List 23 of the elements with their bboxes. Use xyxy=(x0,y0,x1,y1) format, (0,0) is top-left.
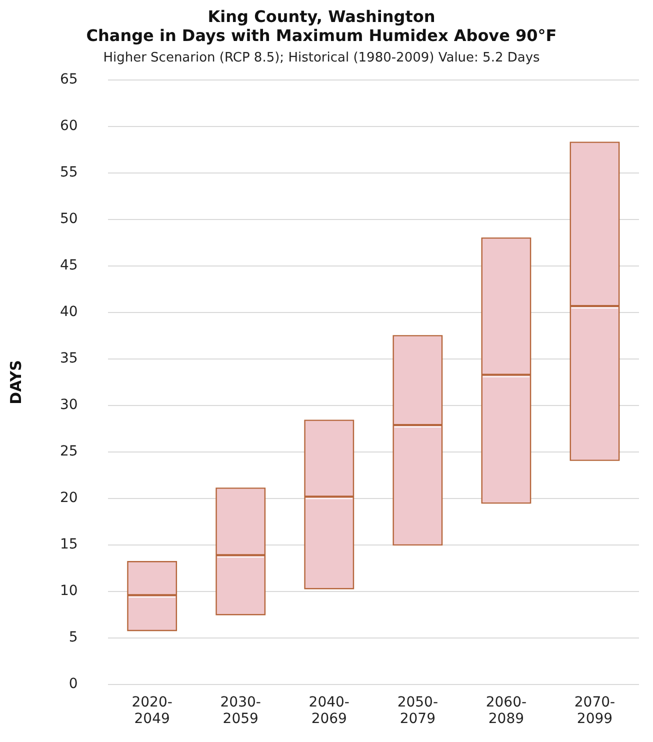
x-tick-label: 2040-2069 xyxy=(308,694,350,728)
chart-subtitle: Higher Scenarion (RCP 8.5); Historical (1980-2009) Value: 5.2 Days xyxy=(103,50,540,66)
y-tick-label: 40 xyxy=(60,304,78,320)
y-tick-label: 20 xyxy=(60,490,78,506)
chart-title: King County, Washington Change in Days with Maximum Humidex Above 90°F xyxy=(86,6,557,45)
y-tick-label: 10 xyxy=(60,583,78,600)
y-tick-label: 65 xyxy=(60,72,78,88)
x-tick-label: 2020-2049 xyxy=(132,694,172,728)
y-tick-label: 25 xyxy=(60,444,78,460)
x-tick-label: 2050-2079 xyxy=(397,694,438,728)
y-axis-title: DAYS xyxy=(6,360,25,404)
y-tick-label: 0 xyxy=(68,676,78,692)
x-tick-label: 2030-2059 xyxy=(220,694,261,728)
y-tick-label: 60 xyxy=(60,118,78,134)
y-tick-label: 50 xyxy=(60,211,78,228)
y-tick-label: 15 xyxy=(60,536,78,553)
y-tick-label: 5 xyxy=(68,630,78,646)
y-tick-label: 45 xyxy=(60,258,78,274)
y-tick-label: 55 xyxy=(60,164,78,181)
x-tick-label: 2060-2089 xyxy=(486,694,527,728)
y-tick-label: 30 xyxy=(60,397,78,414)
x-tick-label: 2070-2099 xyxy=(574,694,616,728)
y-tick-label: 35 xyxy=(60,350,78,367)
